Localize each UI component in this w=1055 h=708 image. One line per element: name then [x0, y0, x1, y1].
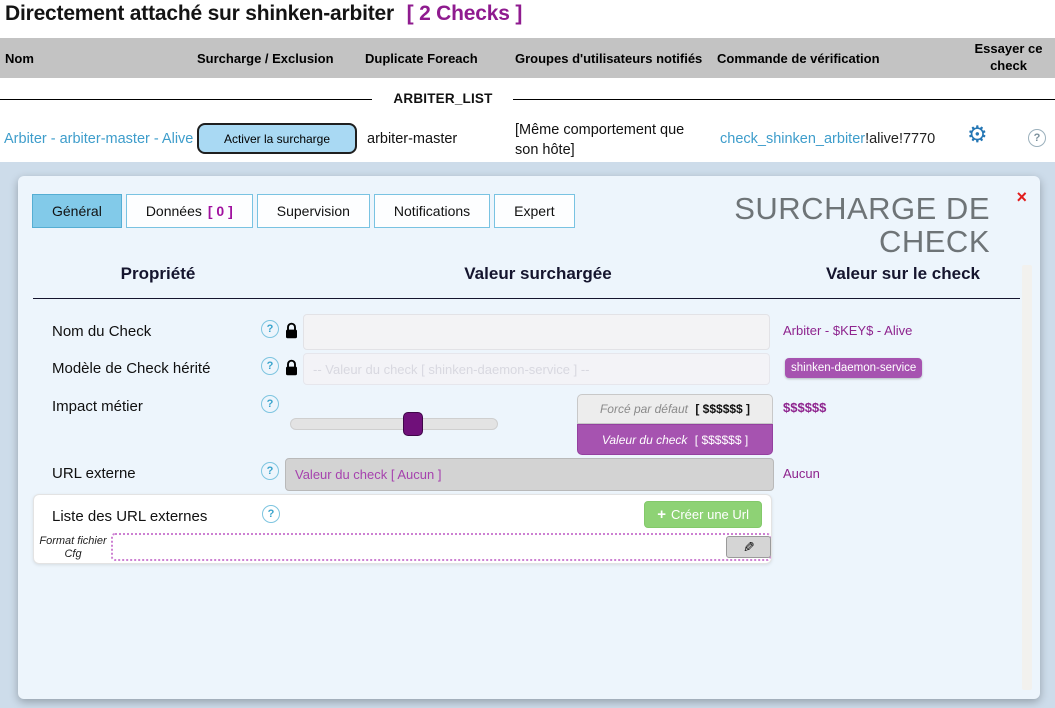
page-title: Directement attaché sur shinken-arbiter …: [5, 2, 522, 26]
help-icon[interactable]: ?: [261, 357, 279, 375]
tab-expert-label: Expert: [514, 203, 555, 219]
impact-buttons: Forcé par défaut [ $$$$$$ ] Valeur du ch…: [577, 394, 773, 455]
check-template-placeholder: -- Valeur du check [ shinken-daemon-serv…: [313, 361, 590, 377]
format-label-line1: Format fichier: [39, 535, 107, 547]
check-command-args: !alive!7770: [865, 131, 936, 147]
check-value-button-value: [ $$$$$$ ]: [694, 432, 749, 447]
field-label-url-externe: URL externe: [52, 465, 136, 482]
check-template-input: -- Valeur du check [ shinken-daemon-serv…: [303, 353, 770, 385]
check-name-input: [303, 314, 770, 350]
modal-scrollbar[interactable]: [1022, 265, 1032, 690]
activate-override-button[interactable]: Activer la surcharge: [197, 123, 357, 154]
help-icon[interactable]: ?: [261, 395, 279, 413]
forced-default-value: [ $$$$$$ ]: [695, 402, 751, 416]
divider-line-left: [0, 99, 372, 100]
lock-icon: [286, 359, 297, 376]
pencil-icon: ✎: [742, 539, 755, 555]
edit-cfg-button[interactable]: ✎: [726, 536, 771, 558]
field-label-modele-check: Modèle de Check hérité: [52, 360, 211, 377]
external-url-check-value: Aucun: [783, 466, 820, 481]
column-header-commande: Commande de vérification: [717, 50, 880, 66]
try-check-help-icon[interactable]: ?: [1028, 129, 1046, 147]
column-header-groupes-notifies: Groupes d'utilisateurs notifiés: [515, 50, 703, 66]
tab-donnees-count-badge: [ 0 ]: [207, 203, 233, 219]
check-value-button-label: Valeur du check: [601, 432, 688, 447]
forced-default-label: Forcé par défaut: [599, 402, 688, 416]
tab-supervision-label: Supervision: [276, 203, 350, 219]
help-icon[interactable]: ?: [261, 320, 279, 338]
tab-notifications[interactable]: Notifications: [373, 194, 491, 228]
impact-check-value: $$$$$$: [783, 400, 827, 415]
page-title-text: Directement attaché sur shinken-arbiter: [5, 2, 394, 25]
columns-underline: [33, 298, 1020, 299]
tab-notifications-label: Notifications: [393, 203, 471, 219]
field-label-impact-metier: Impact métier: [52, 398, 143, 415]
group-label: ARBITER_LIST: [393, 91, 493, 106]
url-list-drop-zone[interactable]: ✎: [111, 533, 771, 561]
help-icon[interactable]: ?: [261, 462, 279, 480]
impact-slider-track[interactable]: [290, 418, 498, 430]
check-name-link[interactable]: Arbiter - arbiter-master - Alive: [4, 131, 194, 147]
checks-count-badge: [ 2 Checks ]: [406, 2, 523, 25]
modal-tabs: Général Données [ 0 ] Supervision Notifi…: [32, 194, 575, 228]
check-command-link[interactable]: check_shinken_arbiter: [720, 131, 866, 147]
check-name-check-value: Arbiter - $KEY$ - Alive: [783, 323, 913, 338]
tab-general-label: Général: [52, 203, 102, 219]
column-valeur-check: Valeur sur le check: [825, 264, 981, 283]
format-fichier-cfg-label: Format fichier Cfg: [36, 535, 110, 561]
column-header-essayer-check: Essayer ce check: [974, 41, 1043, 73]
tab-donnees-label: Données: [145, 203, 202, 219]
external-url-placeholder: Valeur du check [ Aucun ]: [295, 467, 442, 482]
column-propriete: Propriété: [120, 264, 196, 283]
external-url-input[interactable]: Valeur du check [ Aucun ]: [285, 458, 774, 491]
check-value-button[interactable]: Valeur du check [ $$$$$$ ]: [577, 424, 773, 455]
column-valeur-surchargee: Valeur surchargée: [464, 264, 612, 283]
tab-supervision[interactable]: Supervision: [256, 194, 370, 228]
table-header: Nom Surcharge / Exclusion Duplicate Fore…: [0, 38, 1055, 78]
group-divider: ARBITER_LIST: [0, 90, 1055, 110]
tab-donnees[interactable]: Données [ 0 ]: [125, 194, 253, 228]
column-header-surcharge: Surcharge / Exclusion: [197, 50, 334, 66]
override-check-modal: × Général Données [ 0 ] Supervision Noti…: [18, 176, 1040, 699]
plus-icon: +: [657, 506, 666, 523]
lock-icon: [286, 322, 297, 339]
modal-title: SURCHARGE DE CHECK: [734, 191, 990, 259]
tab-general[interactable]: Général: [32, 194, 122, 228]
forced-default-button[interactable]: Forcé par défaut [ $$$$$$ ]: [577, 394, 773, 424]
gear-icon[interactable]: ⚙: [967, 121, 988, 147]
field-label-nom-du-check: Nom du Check: [52, 323, 152, 340]
field-label-liste-url: Liste des URL externes: [52, 508, 208, 525]
external-url-list-box: Liste des URL externes ? + Créer une Url…: [33, 494, 772, 564]
check-command-cell: check_shinken_arbiter!alive!7770: [720, 131, 935, 147]
column-header-duplicate-foreach: Duplicate Foreach: [365, 50, 478, 66]
check-template-badge: shinken-daemon-service: [785, 358, 923, 378]
column-header-nom: Nom: [5, 50, 34, 66]
impact-slider-handle[interactable]: [403, 412, 423, 436]
duplicate-foreach-value: arbiter-master: [367, 131, 458, 147]
format-label-line2: Cfg: [64, 548, 82, 561]
divider-line-right: [513, 99, 1055, 100]
create-url-button[interactable]: + Créer une Url: [644, 501, 762, 528]
notified-groups-value: [Même comportement que son hôte]: [515, 122, 685, 159]
create-url-button-label: Créer une Url: [670, 507, 749, 522]
help-icon[interactable]: ?: [262, 505, 280, 523]
close-icon[interactable]: ×: [1016, 187, 1027, 207]
tab-expert[interactable]: Expert: [494, 194, 575, 228]
